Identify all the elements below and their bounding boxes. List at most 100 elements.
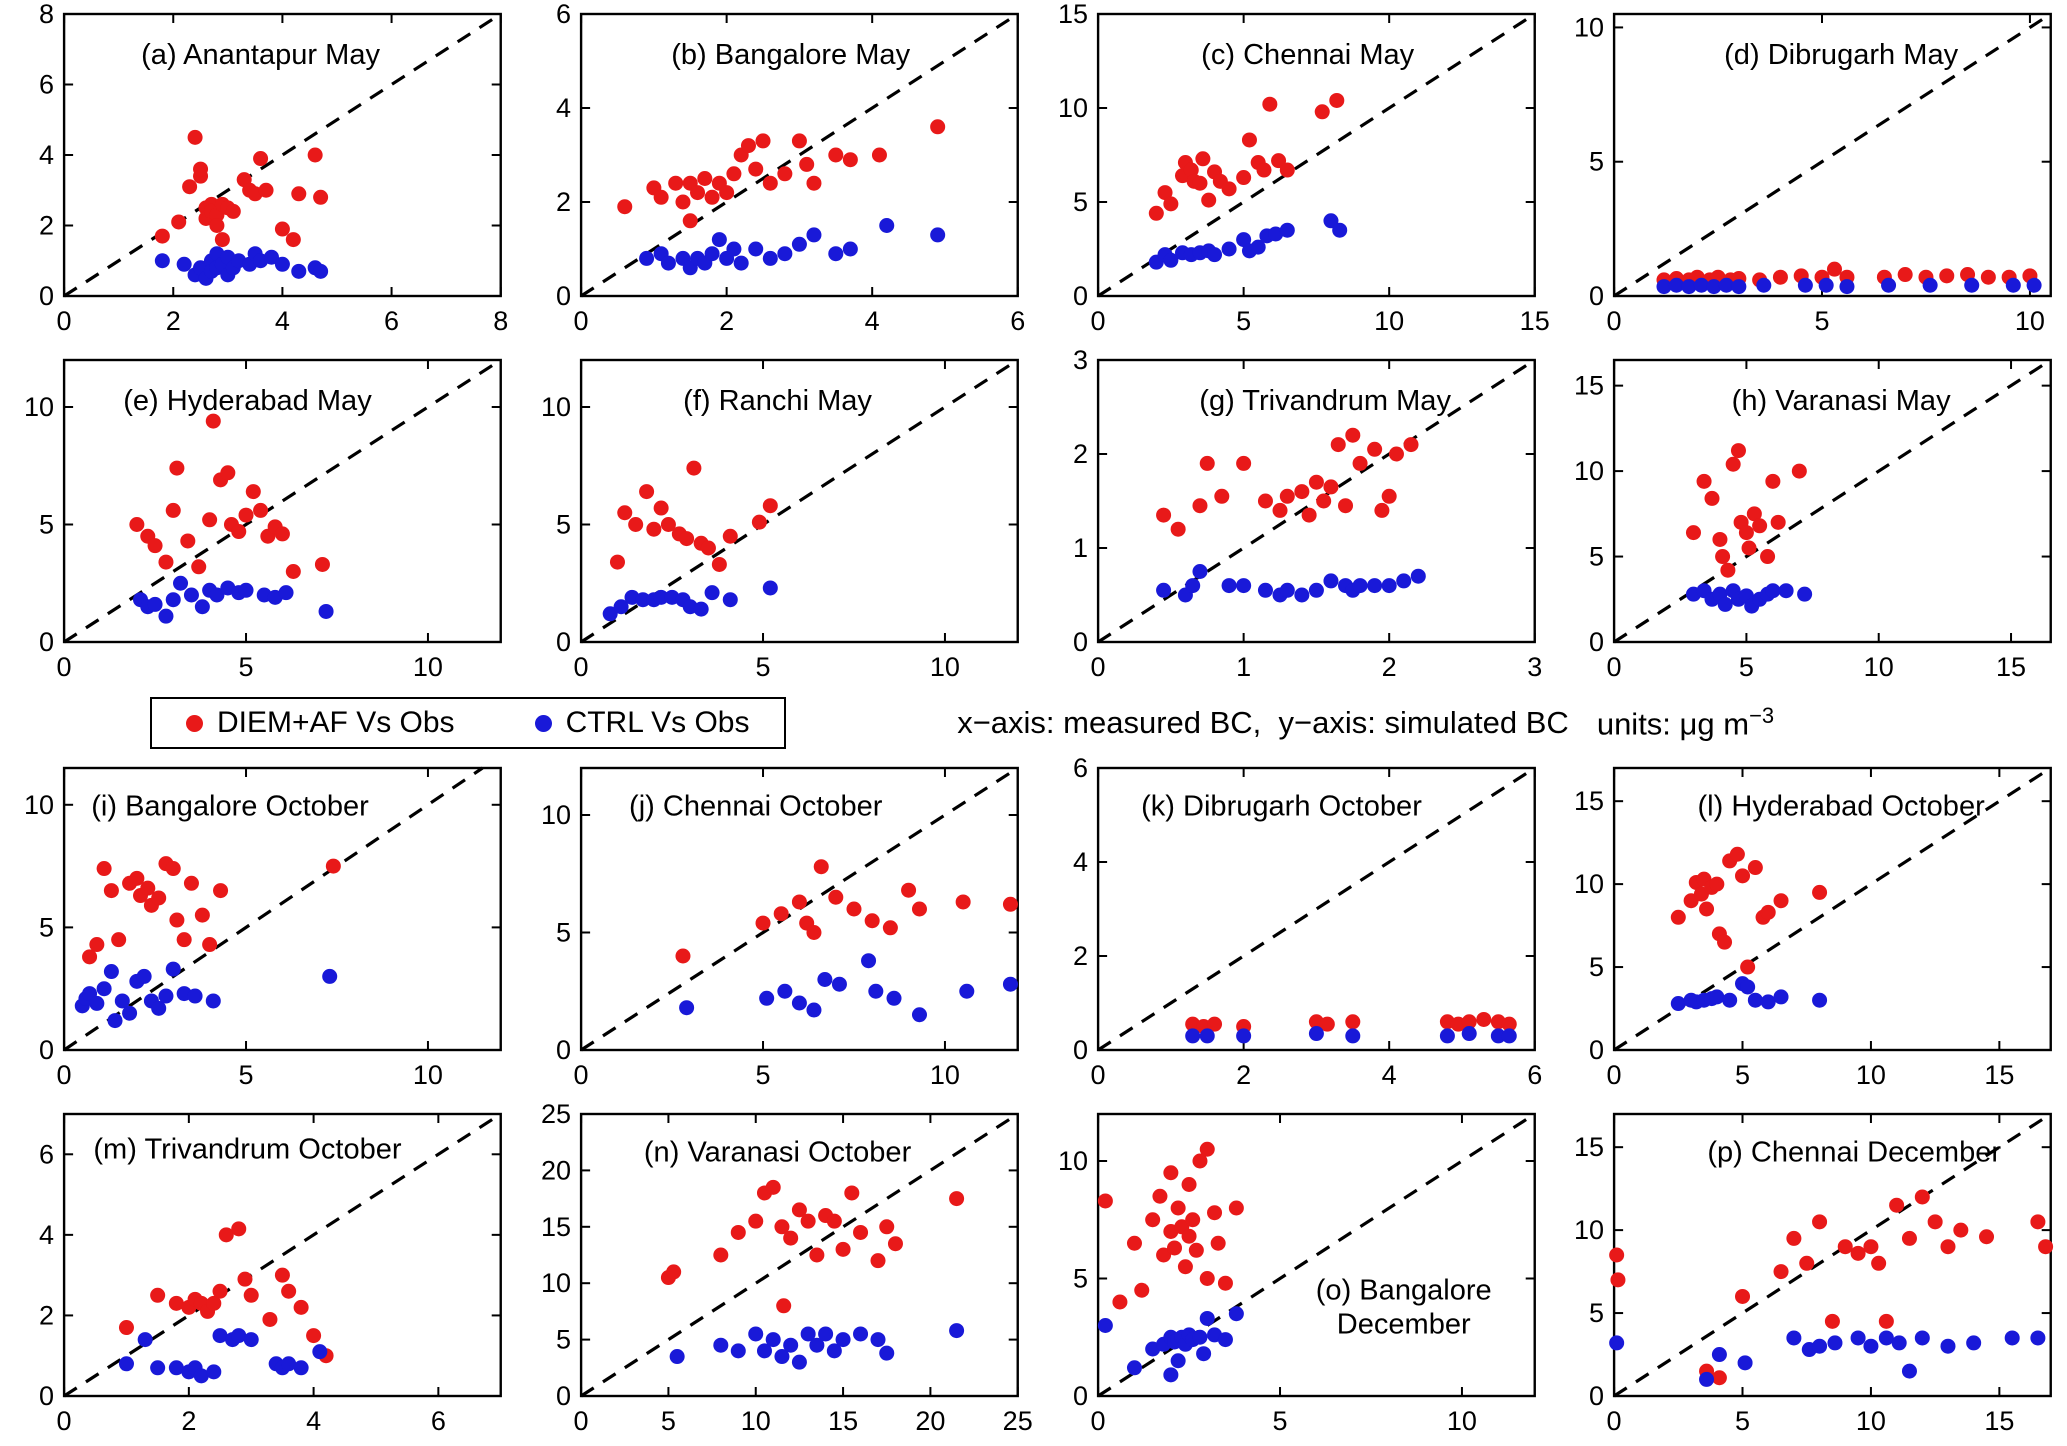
y-tick-label: 15 [1574, 786, 1604, 816]
scatter-point-red [828, 889, 844, 905]
scatter-point-red [169, 460, 185, 476]
x-tick-label: 0 [57, 306, 72, 336]
scatter-point-blue [1279, 582, 1295, 598]
scatter-point-red [1155, 1247, 1171, 1263]
scatter-point-red [2030, 1214, 2046, 1230]
scatter-point-red [798, 156, 814, 172]
x-tick-label: 25 [1002, 1406, 1032, 1436]
scatter-point-blue [809, 1337, 825, 1353]
scatter-point-red [1671, 909, 1687, 925]
scatter-point-blue [150, 1360, 166, 1376]
x-tick-label: 10 [1374, 306, 1404, 336]
scatter-point-blue [1778, 583, 1794, 599]
chart-g: 0 1 2 3 0 1 2 3 (g) Trivandrum May [1073, 346, 1542, 682]
scatter-point-blue [1699, 1371, 1715, 1387]
scatter-point-blue [765, 1332, 781, 1348]
y-tick-label: 5 [1589, 1298, 1604, 1328]
y-tick-label: 10 [1574, 869, 1604, 899]
x-tick-label: 0 [573, 1406, 588, 1436]
scatter-point-blue [1850, 1330, 1866, 1346]
scatter-point-red [1257, 493, 1273, 509]
scatter-point-red [1812, 1214, 1828, 1230]
scatter-point-red [955, 894, 971, 910]
scatter-point-red [1162, 1165, 1178, 1181]
scatter-point-red [882, 920, 898, 936]
scatter-point-red [1330, 437, 1346, 453]
scatter-point-red [1191, 175, 1207, 191]
scatter-point-red [1241, 132, 1257, 148]
scatter-point-blue [1279, 222, 1295, 238]
scatter-point-red [193, 161, 209, 177]
scatter-point-blue [852, 1326, 868, 1342]
scatter-point-red [1181, 1228, 1197, 1244]
scatter-point-blue [1797, 586, 1813, 602]
y-tick-label: 6 [39, 1139, 54, 1169]
scatter-point-red [89, 937, 105, 953]
scatter-point-blue [212, 1328, 228, 1344]
scatter-point-blue [635, 592, 651, 608]
scatter-point-red [1704, 490, 1720, 506]
one-to-one-line [63, 1112, 502, 1398]
y-tick-label: 10 [1574, 12, 1604, 42]
y-tick-label: 5 [1589, 147, 1604, 177]
scatter-point-red [844, 1185, 860, 1201]
x-tick-label: 0 [1090, 1406, 1105, 1436]
scatter-point-blue [1609, 1335, 1625, 1351]
x-tick-label: 2 [1236, 1060, 1251, 1090]
panel-row-3: 0 5 10 0 5 10 (i) Bangalore October 0 5 10 0 5 10 (j)… [0, 754, 2067, 1100]
scatter-point-blue [747, 241, 764, 257]
y-tick-label: 10 [541, 392, 571, 422]
scatter-point-red [887, 1236, 903, 1252]
y-tick-label: 0 [556, 627, 571, 657]
scatter-point-blue [1706, 279, 1722, 295]
scatter-point-blue [1731, 279, 1747, 295]
scatter-point-red [154, 228, 170, 244]
legend-label-diem-af: DIEM+AF Vs Obs [217, 706, 455, 739]
scatter-point-red [231, 524, 247, 540]
scatter-point-red [165, 502, 181, 518]
scatter-point-red [864, 913, 880, 929]
scatter-point-red [852, 1224, 868, 1240]
scatter-point-red [751, 514, 767, 530]
scatter-point-blue [791, 995, 807, 1011]
scatter-point-blue [274, 256, 290, 272]
chart-a: 0 2 4 6 8 0 2 4 6 8 (a) Anantapur May [39, 0, 508, 336]
scatter-point-blue [1966, 1335, 1982, 1351]
scatter-point-red [1735, 868, 1751, 884]
legend-item-ctrl: CTRL Vs Obs [534, 706, 750, 740]
scatter-point-blue [2004, 1330, 2020, 1346]
x-tick-label: 2 [166, 306, 181, 336]
scatter-point-red [782, 1230, 798, 1246]
x-tick-label: 6 [1010, 306, 1025, 336]
scatter-point-blue [831, 976, 847, 992]
panel-title-o: (o) Bangalore [1315, 1275, 1491, 1307]
chart-h: 0 5 10 15 0 5 10 15 (h) Varanasi May [1574, 358, 2053, 682]
scatter-point-blue [1940, 1338, 1956, 1354]
y-tick-label: 2 [1073, 439, 1088, 469]
scatter-point-blue [154, 253, 170, 269]
scatter-point-red [1717, 934, 1733, 950]
scatter-point-blue [1798, 277, 1814, 293]
scatter-point-red [704, 189, 720, 205]
scatter-point-red [1210, 1235, 1226, 1251]
scatter-point-red [1752, 518, 1768, 534]
y-tick-label: 5 [556, 510, 571, 540]
scatter-point-blue [1126, 1360, 1142, 1376]
scatter-point-red [689, 185, 705, 201]
scatter-point-red [1002, 896, 1018, 912]
scatter-point-red [183, 875, 199, 891]
scatter-point-red [842, 152, 858, 168]
scatter-point-red [900, 882, 916, 898]
x-tick-label: 20 [915, 1406, 945, 1436]
scatter-point-blue [205, 993, 221, 1009]
y-tick-label: 2 [556, 187, 571, 217]
scatter-point-red [1337, 498, 1353, 514]
scatter-point-blue [870, 1332, 886, 1348]
scatter-point-red [274, 221, 290, 237]
chart-l: 0 5 10 15 0 5 10 15 (l) Hyderabad October [1574, 766, 2053, 1090]
scatter-point-red [1170, 1200, 1186, 1216]
y-tick-label: 6 [1073, 754, 1088, 783]
panel-d: 0 5 10 0 5 10 (d) Dibrugarh May [1550, 0, 2067, 346]
scatter-point-red [1270, 153, 1286, 169]
x-tick-label: 2 [181, 1406, 196, 1436]
